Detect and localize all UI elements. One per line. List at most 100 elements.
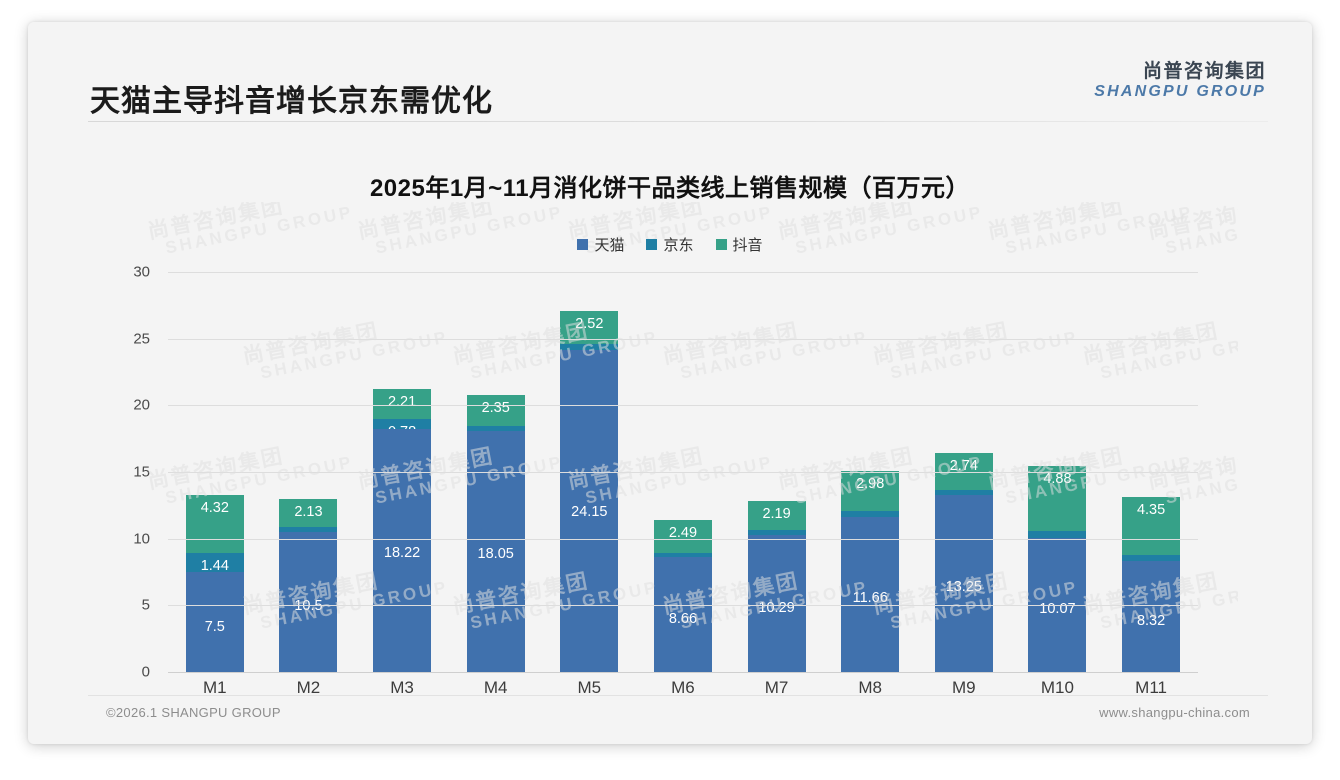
y-axis-tick-label: 15 [133,463,150,481]
x-axis-label-M7: M7 [764,678,789,697]
bar-value-label: 1.44 [200,557,229,574]
bar-value-label: 8.66 [668,610,698,627]
bar-segment-抖音-M4[interactable]: 2.35 [466,394,525,427]
x-axis-label-M11: M11 [1135,678,1167,697]
gridline [168,538,1198,540]
bar-segment-京东-M1[interactable]: 1.44 [185,552,244,574]
legend-label: 京东 [663,237,694,254]
bar-segment-抖音-M2[interactable]: 2.13 [279,498,338,528]
x-axis-label-M6: M6 [671,678,695,697]
x-axis-line [168,672,1198,673]
bar-value-label: 4.35 [1136,502,1166,519]
bar-value-label: 18.05 [477,545,514,562]
bar-column-M9[interactable]: 2.740.4113.25 [934,272,993,672]
legend-item-2[interactable]: 抖音 [715,234,763,255]
bar-column-M5[interactable]: 2.520.4424.15 [560,272,619,672]
bar-value-label: 11.66 [852,590,888,607]
bar-segment-抖音-M9[interactable]: 2.74 [934,453,993,490]
slide-card: 天猫主导抖音增长京东需优化 尚普咨询集团 SHANGPU GROUP 2025年… [28,22,1312,744]
legend-label: 抖音 [732,237,763,254]
header-divider [88,121,1268,122]
bar-value-label: 18.22 [383,544,421,561]
bar-segment-抖音-M3[interactable]: 2.21 [373,389,432,419]
chart-legend: 天猫 京东 抖音 [28,234,1312,255]
bar-segment-天猫-M5[interactable]: 24.15 [560,350,619,672]
bar-column-M6[interactable]: 2.490.288.66 [653,272,712,672]
bar-segment-天猫-M2[interactable]: 10.5 [279,532,338,672]
gridline [168,405,1198,407]
chart-title: 2025年1月~11月消化饼干品类线上销售规模（百万元） [369,175,971,202]
bar-segment-天猫-M11[interactable]: 8.32 [1122,561,1181,672]
bar-value-label: 24.15 [571,503,608,520]
legend-swatch-icon [715,239,727,250]
bar-segment-京东-M3[interactable]: 0.78 [373,418,432,439]
page-title: 天猫主导抖音增长京东需优化 [90,85,493,118]
bar-value-label: 2.13 [294,503,323,520]
x-axis-label-M5: M5 [577,678,602,697]
bar-value-label: 13.25 [945,579,982,596]
x-axis-label-M10: M10 [1040,678,1074,697]
bar-segment-天猫-M1[interactable]: 7.5 [185,572,244,672]
bar-group: 4.32 1.44 7.5 2.130.3510.5 2.21 0.78 18.22 2.35… [168,272,1198,672]
bar-value-label: 4.88 [1043,471,1072,488]
footer-website[interactable]: www.shangpu-china.com [1099,705,1250,720]
y-axis-tick-label: 0 [141,663,150,681]
bar-column-M1[interactable]: 4.32 1.44 7.5 [185,272,244,672]
plot-region: 4.32 1.44 7.5 2.130.3510.5 2.21 0.78 18.22 2.35… [133,264,1198,681]
y-axis-tick-label: 5 [141,596,150,614]
bar-column-M8[interactable]: 2.980.4111.66 [841,272,900,672]
bar-segment-京东-M10[interactable]: 0.5 [1028,531,1087,551]
x-axis-label-M9: M9 [952,678,976,697]
y-axis-tick-label: 20 [133,396,150,414]
gridline [168,338,1198,340]
bar-value-label: 4.32 [200,500,229,517]
legend-item-1[interactable]: 京东 [646,234,694,255]
bar-segment-天猫-M9[interactable]: 13.25 [934,495,993,672]
x-axis-label-M8: M8 [858,678,882,697]
bar-value-label: 2.19 [762,505,791,522]
bar-segment-天猫-M4[interactable]: 18.05 [466,431,525,672]
x-axis-label-M3: M3 [390,678,414,697]
bar-column-M10[interactable]: 4.880.510.07 [1028,272,1087,672]
logo-english-text: SHANGPU GROUP [1094,82,1266,100]
bar-segment-抖音-M8[interactable]: 2.98 [841,471,900,512]
bar-segment-天猫-M8[interactable]: 11.66 [841,516,900,672]
x-axis-label-M1: M1 [203,678,227,697]
bar-segment-抖音-M11[interactable]: 4.35 [1122,497,1181,556]
y-axis-tick-label: 30 [133,263,150,281]
bar-segment-天猫-M7[interactable]: 10.29 [747,534,806,672]
bar-value-label: 2.35 [481,399,510,416]
bar-column-M11[interactable]: 4.350.438.32 [1122,272,1181,672]
slide-header: 天猫主导抖音增长京东需优化 尚普咨询集团 SHANGPU GROUP [28,22,1312,122]
bar-column-M3[interactable]: 2.21 0.78 18.22 [373,272,432,672]
bar-segment-抖音-M10[interactable]: 4.88 [1028,466,1087,532]
bar-value-label: 10.29 [758,599,795,616]
y-axis-tick-label: 25 [133,330,150,348]
bar-value-label: 2.98 [856,476,885,493]
bar-column-M2[interactable]: 2.130.3510.5 [279,272,338,672]
bar-value-label: 2.21 [387,394,417,411]
gridline [168,605,1198,607]
bar-value-label: 2.74 [949,458,978,475]
bar-column-M7[interactable]: 2.190.3510.29 [747,272,806,672]
bar-segment-天猫-M6[interactable]: 8.66 [653,556,712,672]
bar-segment-天猫-M3[interactable]: 18.22 [373,429,432,672]
x-axis-label-M4: M4 [483,678,508,697]
logo-chinese-text: 尚普咨询集团 [1142,61,1266,82]
legend-swatch-icon [646,239,658,250]
bar-segment-抖音-M6[interactable]: 2.49 [653,519,712,553]
legend-item-0[interactable]: 天猫 [577,234,624,255]
bar-segment-抖音-M1[interactable]: 4.32 [185,495,244,553]
bar-segment-抖音-M7[interactable]: 2.19 [747,500,806,531]
bar-segment-抖音-M5[interactable]: 2.52 [560,310,619,345]
bar-value-label: 10.5 [294,598,323,615]
gridline [168,272,1198,273]
chart-area: 4.32 1.44 7.5 2.130.3510.5 2.21 0.78 18.22 2.35… [28,258,1312,698]
legend-swatch-icon [577,239,589,250]
bar-value-label: 2.52 [575,315,604,332]
footer-divider [88,695,1268,696]
bar-value-label: 7.5 [204,619,225,635]
bar-column-M4[interactable]: 2.350.3918.05 [466,272,525,672]
footer-copyright: ©2026.1 SHANGPU GROUP [106,705,281,720]
legend-label: 天猫 [594,237,625,254]
